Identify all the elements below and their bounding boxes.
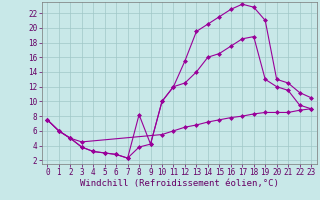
- X-axis label: Windchill (Refroidissement éolien,°C): Windchill (Refroidissement éolien,°C): [80, 179, 279, 188]
